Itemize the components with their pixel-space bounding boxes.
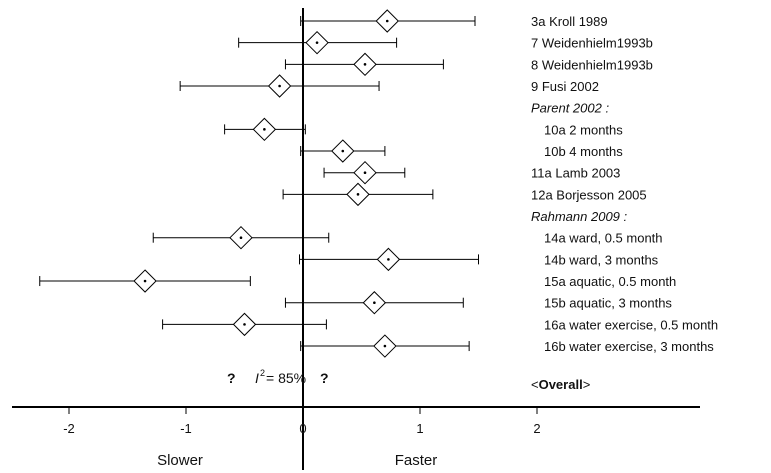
faster-label: Faster <box>395 452 438 469</box>
study-label: 16b water exercise, 3 months <box>544 339 714 354</box>
x-tick-label: -1 <box>180 421 192 436</box>
study-label: 9 Fusi 2002 <box>531 79 599 94</box>
study-label: 16a water exercise, 0.5 month <box>544 317 718 332</box>
heterogeneity-text: = 85% <box>266 370 306 386</box>
study-label: 10a 2 months <box>544 122 623 137</box>
x-tick-label: 1 <box>416 421 423 436</box>
effect-point <box>356 193 360 196</box>
x-tick-label: 0 <box>299 421 306 436</box>
effect-point <box>143 279 147 283</box>
effect-point <box>383 344 387 348</box>
effect-point <box>387 258 390 261</box>
study-label: 3a Kroll 1989 <box>531 14 608 29</box>
overall-label: <Overall> <box>531 377 590 392</box>
study-label: 11a Lamb 2003 <box>531 166 620 181</box>
x-tick-label: -2 <box>63 421 75 436</box>
effect-point <box>278 84 281 88</box>
effect-point <box>385 19 389 23</box>
study-label: 8 Weidenhielm1993b <box>531 57 653 72</box>
study-label: 15b aquatic, 3 months <box>544 296 672 311</box>
effect-point <box>341 149 345 153</box>
heterogeneity-prefix: ? <box>227 370 236 386</box>
study-label: 7 Weidenhielm1993b <box>531 36 653 51</box>
heterogeneity-suffix: ? <box>320 370 329 386</box>
effect-point <box>315 41 319 44</box>
heterogeneity-symbol: I <box>255 370 259 386</box>
effect-point <box>239 236 243 239</box>
study-label: 12a Borjesson 2005 <box>531 187 647 202</box>
x-tick-label: 2 <box>533 421 540 436</box>
group-label: Rahmann 2009 : <box>531 209 628 224</box>
slower-label: Slower <box>157 452 203 469</box>
heterogeneity-exponent: 2 <box>260 368 265 378</box>
effect-point <box>243 323 246 326</box>
effect-point <box>263 128 266 131</box>
effect-point <box>373 301 376 305</box>
study-label: 14a ward, 0.5 month <box>544 231 663 246</box>
study-label: 14b ward, 3 months <box>544 252 659 267</box>
effect-point <box>363 171 367 174</box>
group-label: Parent 2002 : <box>531 101 609 116</box>
study-label: 15a aquatic, 0.5 month <box>544 274 676 289</box>
study-label: 10b 4 months <box>544 144 623 159</box>
effect-point <box>363 63 367 66</box>
